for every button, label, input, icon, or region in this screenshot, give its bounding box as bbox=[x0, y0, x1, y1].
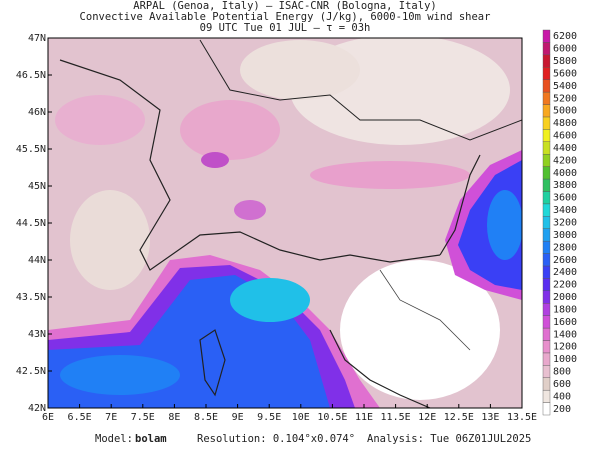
lon-label: 12E bbox=[418, 412, 436, 423]
map-field bbox=[48, 38, 522, 408]
colorbar-label: 2800 bbox=[553, 242, 577, 253]
lat-label: 45N bbox=[28, 181, 46, 192]
colorbar-label: 1400 bbox=[553, 329, 577, 340]
lat-label: 43N bbox=[28, 329, 46, 340]
colorbar-label: 5600 bbox=[553, 68, 577, 79]
colorbar-swatch bbox=[542, 191, 551, 205]
lat-label: 42.5N bbox=[16, 366, 46, 377]
colorbar-label: 5000 bbox=[553, 106, 577, 117]
colorbar-label: 5200 bbox=[553, 93, 577, 104]
lat-label: 47N bbox=[28, 33, 46, 44]
colorbar-label: 4800 bbox=[553, 118, 577, 129]
colorbar-swatch bbox=[542, 153, 551, 167]
colorbar-label: 3400 bbox=[553, 205, 577, 216]
lat-label: 45.5N bbox=[16, 144, 46, 155]
lon-label: 13.5E bbox=[507, 412, 537, 423]
colorbar-swatch bbox=[542, 278, 551, 292]
colorbar-swatch bbox=[542, 166, 551, 180]
colorbar-label: 4400 bbox=[553, 143, 577, 154]
colorbar-label: 3600 bbox=[553, 193, 577, 204]
lat-label: 44.5N bbox=[16, 218, 46, 229]
colorbar-label: 5800 bbox=[553, 56, 577, 67]
footer-resolution: Resolution: 0.104°x0.074° bbox=[197, 433, 355, 445]
lon-label: 9.5E bbox=[257, 412, 281, 423]
footer-model-label: Model: bbox=[95, 433, 133, 445]
lon-label: 7.5E bbox=[131, 412, 155, 423]
colorbar-swatch bbox=[542, 129, 551, 142]
lon-label: 7E bbox=[105, 412, 117, 423]
colorbar-swatch bbox=[542, 377, 551, 391]
lat-label: 46.5N bbox=[16, 70, 46, 81]
colorbar-swatch bbox=[542, 265, 551, 279]
colorbar-swatch bbox=[542, 290, 551, 304]
header-line: Convective Available Potential Energy (J… bbox=[80, 11, 491, 23]
colorbar-label: 6200 bbox=[553, 31, 577, 42]
lon-label: 8E bbox=[168, 412, 180, 423]
lon-label: 12.5E bbox=[444, 412, 474, 423]
colorbar-swatch bbox=[542, 303, 551, 316]
colorbar-swatch bbox=[542, 54, 551, 68]
colorbar-label: 200 bbox=[553, 404, 571, 415]
colorbar-swatch bbox=[542, 104, 551, 118]
lat-label: 43.5N bbox=[16, 292, 46, 303]
colorbar-label: 2400 bbox=[553, 267, 577, 278]
colorbar-label: 3200 bbox=[553, 218, 577, 229]
colorbar-label: 1200 bbox=[553, 342, 577, 353]
colorbar-label: 4600 bbox=[553, 131, 577, 142]
lon-label: 6E bbox=[42, 412, 54, 423]
footer-model: bolam bbox=[135, 433, 167, 445]
lon-label: 11E bbox=[355, 412, 373, 423]
colorbar-label: 2200 bbox=[553, 280, 577, 291]
lon-label: 8.5E bbox=[194, 412, 218, 423]
colorbar-swatch bbox=[542, 67, 551, 80]
colorbar-swatch bbox=[542, 178, 551, 192]
colorbar-swatch bbox=[542, 352, 551, 366]
colorbar-swatch bbox=[542, 327, 551, 341]
footer-analysis: Analysis: Tue 06Z01JUL2025 bbox=[367, 433, 531, 445]
colorbar-swatch bbox=[542, 365, 551, 378]
colorbar-swatch bbox=[542, 389, 551, 403]
colorbar-swatch bbox=[542, 315, 551, 329]
colorbar-swatch bbox=[542, 203, 551, 217]
colorbar-label: 1600 bbox=[553, 317, 577, 328]
lat-label: 46N bbox=[28, 107, 46, 118]
lat-label: 42N bbox=[28, 403, 46, 414]
colorbar-label: 1800 bbox=[553, 304, 577, 315]
header-line: ARPAL (Genoa, Italy) — ISAC-CNR (Bologna… bbox=[133, 0, 436, 12]
colorbar-swatch bbox=[542, 402, 551, 416]
lon-label: 10E bbox=[292, 412, 310, 423]
lat-label: 44N bbox=[28, 255, 46, 266]
lon-label: 9E bbox=[232, 412, 244, 423]
colorbar-swatch bbox=[542, 340, 551, 354]
colorbar-swatch bbox=[542, 42, 551, 56]
lon-label: 11.5E bbox=[381, 412, 411, 423]
colorbar-label: 400 bbox=[553, 391, 571, 402]
lon-label: 10.5E bbox=[317, 412, 347, 423]
colorbar-swatch bbox=[542, 141, 551, 155]
colorbar-label: 4200 bbox=[553, 155, 577, 166]
colorbar-label: 3000 bbox=[553, 230, 577, 241]
colorbar-label: 800 bbox=[553, 367, 571, 378]
header-line: 09 UTC Tue 01 JUL — τ = 03h bbox=[200, 22, 371, 34]
colorbar-label: 2000 bbox=[553, 292, 577, 303]
colorbar-swatch bbox=[542, 216, 551, 229]
lon-label: 13E bbox=[481, 412, 499, 423]
colorbar-label: 5400 bbox=[553, 81, 577, 92]
colorbar-label: 2600 bbox=[553, 255, 577, 266]
colorbar-swatch bbox=[542, 253, 551, 267]
colorbar-swatch bbox=[542, 228, 551, 242]
colorbar-swatch bbox=[542, 91, 551, 105]
colorbar-swatch bbox=[542, 116, 551, 130]
colorbar-label: 3800 bbox=[553, 180, 577, 191]
colorbar-swatch bbox=[542, 29, 551, 43]
colorbar-swatch bbox=[542, 240, 551, 254]
lon-label: 6.5E bbox=[68, 412, 92, 423]
colorbar-label: 1000 bbox=[553, 354, 577, 365]
colorbar-swatch bbox=[542, 79, 551, 93]
colorbar-label: 600 bbox=[553, 379, 571, 390]
colorbar-label: 6000 bbox=[553, 44, 577, 55]
colorbar-label: 4000 bbox=[553, 168, 577, 179]
